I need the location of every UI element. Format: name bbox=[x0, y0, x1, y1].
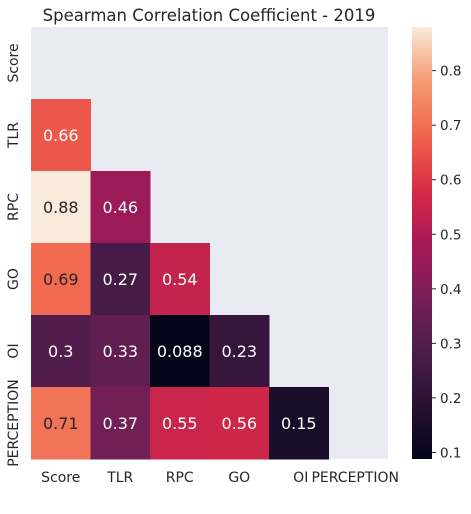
heatmap-cell bbox=[269, 387, 329, 460]
colorbar-tick-label: 0.8 bbox=[440, 64, 461, 80]
heatmap-cell bbox=[90, 243, 151, 316]
colorbar-tick-labels: 0.1 0.2 0.3 0.4 0.5 0.6 0.7 0.8 bbox=[432, 64, 461, 461]
colorbar-tick-label: 0.4 bbox=[440, 282, 461, 298]
y-tick-label: RPC bbox=[6, 193, 22, 221]
cell-value-label: 0.088 bbox=[157, 342, 203, 361]
heatmap-cell bbox=[150, 315, 210, 388]
heatmap-cell bbox=[90, 171, 151, 244]
heatmap-cell bbox=[31, 171, 91, 244]
colorbar-tick-label: 0.7 bbox=[440, 118, 461, 134]
x-axis-tick-labels: Score TLR RPC GO OI PERCEPTION bbox=[41, 470, 399, 486]
cell-value-label: 0.37 bbox=[102, 414, 138, 433]
colorbar-tick-label: 0.2 bbox=[440, 391, 461, 407]
y-axis-tick-labels: Score TLR RPC GO OI PERCEPTION bbox=[6, 43, 22, 466]
heatmap-cell bbox=[90, 387, 151, 460]
x-tick-label: OI bbox=[293, 470, 308, 486]
y-tick-label: TLR bbox=[6, 122, 22, 149]
cell-value-label: 0.33 bbox=[102, 342, 138, 361]
y-tick-label: PERCEPTION bbox=[6, 379, 22, 467]
heatmap-cell bbox=[31, 315, 91, 388]
cell-value-label: 0.46 bbox=[102, 198, 138, 217]
x-tick-label: Score bbox=[41, 470, 80, 486]
heatmap-cell bbox=[31, 99, 91, 172]
cell-value-label: 0.56 bbox=[221, 414, 257, 433]
heatmap-cell bbox=[90, 315, 151, 388]
colorbar-tick-label: 0.3 bbox=[440, 336, 461, 352]
cell-value-label: 0.3 bbox=[48, 342, 73, 361]
cell-value-label: 0.55 bbox=[162, 414, 198, 433]
heatmap-cells bbox=[31, 99, 329, 460]
cell-value-label: 0.54 bbox=[162, 270, 198, 289]
y-tick-label: GO bbox=[6, 268, 22, 290]
cell-value-label: 0.71 bbox=[43, 414, 79, 433]
cell-value-label: 0.88 bbox=[43, 198, 79, 217]
heatmap-cell bbox=[150, 387, 210, 460]
heatmap-cell-labels: 0.66 0.88 0.46 0.69 0.27 0.54 0.3 0.33 0.088 0.23… bbox=[43, 126, 317, 433]
heatmap-cell bbox=[31, 243, 91, 316]
heatmap-cell bbox=[209, 315, 270, 388]
cell-value-label: 0.66 bbox=[43, 126, 79, 145]
cell-value-label: 0.15 bbox=[281, 414, 317, 433]
x-tick-label: RPC bbox=[166, 470, 194, 486]
x-tick-label: TLR bbox=[106, 470, 133, 486]
y-tick-label: OI bbox=[6, 343, 22, 358]
colorbar bbox=[412, 27, 432, 459]
cell-value-label: 0.27 bbox=[102, 270, 138, 289]
chart-title: Spearman Correlation Coefficient - 2019 bbox=[43, 6, 376, 25]
heatmap-cell bbox=[31, 387, 91, 460]
x-tick-label: PERCEPTION bbox=[311, 470, 399, 486]
colorbar-tick-label: 0.5 bbox=[440, 227, 461, 243]
y-tick-label: Score bbox=[6, 43, 22, 82]
colorbar-tick-label: 0.1 bbox=[440, 445, 461, 461]
colorbar-tick-label: 0.6 bbox=[440, 173, 461, 189]
x-tick-label: GO bbox=[228, 470, 250, 486]
heatmap-cell bbox=[209, 387, 270, 460]
heatmap-cell bbox=[150, 243, 210, 316]
cell-value-label: 0.69 bbox=[43, 270, 79, 289]
cell-value-label: 0.23 bbox=[221, 342, 257, 361]
